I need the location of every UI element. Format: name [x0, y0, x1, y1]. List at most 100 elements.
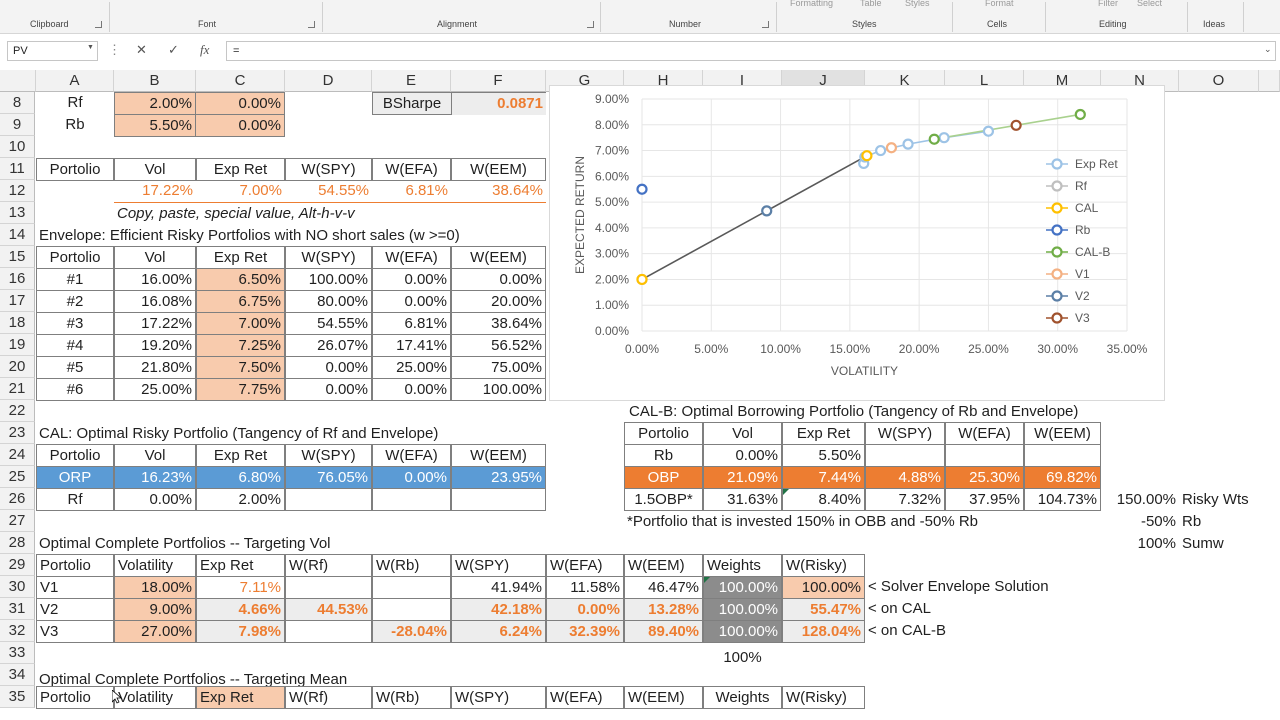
- row-header-35[interactable]: 35: [0, 686, 35, 708]
- cell-b16[interactable]: 16.00%: [114, 268, 196, 291]
- cell-e26[interactable]: [372, 488, 451, 511]
- insert-function-icon[interactable]: fx: [200, 42, 210, 57]
- cell-k32-note[interactable]: < on CAL-B: [868, 622, 946, 639]
- cell-d20[interactable]: 0.00%: [285, 356, 372, 379]
- cell-d30[interactable]: [285, 576, 372, 599]
- cell-i33[interactable]: 100%: [723, 649, 762, 666]
- cell-b19[interactable]: 19.20%: [114, 334, 196, 357]
- cell-a28-title[interactable]: Optimal Complete Portfolios -- Targeting…: [39, 535, 331, 552]
- format-cells-button[interactable]: Format: [985, 0, 1014, 8]
- cell-i32[interactable]: 100.00%: [703, 620, 782, 643]
- cell-b18[interactable]: 17.22%: [114, 312, 196, 335]
- cell-a23-title[interactable]: CAL: Optimal Risky Portfolio (Tangency o…: [39, 425, 439, 442]
- cell-e8[interactable]: BSharpe: [372, 92, 452, 115]
- row-header-26[interactable]: 26: [0, 488, 35, 510]
- cell-n28[interactable]: 100%: [1137, 535, 1176, 552]
- cell-f24[interactable]: W(EEM): [451, 444, 546, 467]
- cell-f25[interactable]: 23.95%: [451, 466, 546, 489]
- cell-o26[interactable]: Risky Wts: [1182, 491, 1249, 508]
- row-header-17[interactable]: 17: [0, 290, 35, 312]
- cell-e24[interactable]: W(EFA): [372, 444, 451, 467]
- cell-k23[interactable]: W(SPY): [865, 422, 945, 445]
- row-header-9[interactable]: 9: [0, 114, 35, 136]
- cell-j23[interactable]: Exp Ret: [782, 422, 865, 445]
- font-launcher-icon[interactable]: [308, 21, 315, 28]
- cell-o27[interactable]: Rb: [1182, 513, 1202, 530]
- cell-h23[interactable]: Portolio: [624, 422, 703, 445]
- cell-a8[interactable]: Rf: [67, 94, 83, 111]
- column-header-d[interactable]: D: [285, 70, 372, 92]
- cell-k26[interactable]: 7.32%: [865, 488, 945, 511]
- cell-a16[interactable]: #1: [36, 268, 114, 291]
- cell-c21[interactable]: 7.75%: [196, 378, 285, 401]
- cell-b30[interactable]: 18.00%: [114, 576, 196, 599]
- cell-d17[interactable]: 80.00%: [285, 290, 372, 313]
- cell-h26[interactable]: 1.5OBP*: [624, 488, 703, 511]
- cell-m26[interactable]: 104.73%: [1024, 488, 1101, 511]
- cell-g32[interactable]: 32.39%: [546, 620, 624, 643]
- cell-n27[interactable]: -50%: [1140, 513, 1176, 530]
- cell-a17[interactable]: #2: [36, 290, 114, 313]
- cell-styles-button[interactable]: Styles: [905, 0, 930, 8]
- formula-input[interactable]: =: [226, 41, 1276, 61]
- cell-j26[interactable]: 8.40%: [782, 488, 865, 511]
- cell-b11[interactable]: Vol: [114, 158, 196, 181]
- cell-d35[interactable]: W(Rf): [285, 686, 372, 709]
- cell-d31[interactable]: 44.53%: [285, 598, 372, 621]
- cell-d18[interactable]: 54.55%: [285, 312, 372, 335]
- cell-a25[interactable]: ORP: [36, 466, 114, 489]
- cell-f17[interactable]: 20.00%: [451, 290, 546, 313]
- cell-d24[interactable]: W(SPY): [285, 444, 372, 467]
- row-header-32[interactable]: 32: [0, 620, 35, 642]
- cell-l26[interactable]: 37.95%: [945, 488, 1024, 511]
- cancel-icon[interactable]: ✕: [136, 42, 147, 57]
- number-launcher-icon[interactable]: [762, 21, 769, 28]
- cell-f30[interactable]: 41.94%: [451, 576, 546, 599]
- cell-a12[interactable]: [36, 180, 114, 203]
- cell-k24[interactable]: [865, 444, 945, 467]
- cell-c24[interactable]: Exp Ret: [196, 444, 285, 467]
- cell-a30[interactable]: V1: [36, 576, 114, 599]
- cell-g35[interactable]: W(EFA): [546, 686, 624, 709]
- cell-f11[interactable]: W(EEM): [451, 158, 546, 181]
- cell-f12[interactable]: 38.64%: [492, 182, 543, 199]
- row-header-16[interactable]: 16: [0, 268, 35, 290]
- cell-g29[interactable]: W(EFA): [546, 554, 624, 577]
- cell-i26[interactable]: 31.63%: [703, 488, 782, 511]
- cell-j29[interactable]: W(Risky): [782, 554, 865, 577]
- row-header-28[interactable]: 28: [0, 532, 35, 554]
- cell-g31[interactable]: 0.00%: [546, 598, 624, 621]
- row-header-19[interactable]: 19: [0, 334, 35, 356]
- cell-a21[interactable]: #6: [36, 378, 114, 401]
- row-header-24[interactable]: 24: [0, 444, 35, 466]
- cell-d21[interactable]: 0.00%: [285, 378, 372, 401]
- cell-m23[interactable]: W(EEM): [1024, 422, 1101, 445]
- cell-d32[interactable]: [285, 620, 372, 643]
- cell-a9[interactable]: Rb: [65, 116, 85, 133]
- cell-m25[interactable]: 69.82%: [1024, 466, 1101, 489]
- cell-e29[interactable]: W(Rb): [372, 554, 451, 577]
- row-header-20[interactable]: 20: [0, 356, 35, 378]
- cell-f19[interactable]: 56.52%: [451, 334, 546, 357]
- cell-e25[interactable]: 0.00%: [372, 466, 451, 489]
- cell-i24[interactable]: 0.00%: [703, 444, 782, 467]
- row-header-27[interactable]: 27: [0, 510, 35, 532]
- cell-l23[interactable]: W(EFA): [945, 422, 1024, 445]
- row-header-11[interactable]: 11: [0, 158, 35, 180]
- cell-e18[interactable]: 6.81%: [372, 312, 451, 335]
- cell-i35[interactable]: Weights: [703, 686, 782, 709]
- cell-n26[interactable]: 150.00%: [1116, 491, 1176, 508]
- row-header-8[interactable]: 8: [0, 92, 35, 114]
- name-box[interactable]: PV: [7, 41, 98, 61]
- sort-filter-button[interactable]: Filter: [1098, 0, 1118, 8]
- cell-f16[interactable]: 0.00%: [451, 268, 546, 291]
- cell-e32[interactable]: -28.04%: [372, 620, 451, 643]
- row-header-29[interactable]: 29: [0, 554, 35, 576]
- cell-e30[interactable]: [372, 576, 451, 599]
- row-header-18[interactable]: 18: [0, 312, 35, 334]
- cell-f18[interactable]: 38.64%: [451, 312, 546, 335]
- cell-j32[interactable]: 128.04%: [782, 620, 865, 643]
- cell-e11[interactable]: W(EFA): [372, 158, 451, 181]
- cell-e15[interactable]: W(EFA): [372, 246, 451, 269]
- cell-h24[interactable]: Rb: [624, 444, 703, 467]
